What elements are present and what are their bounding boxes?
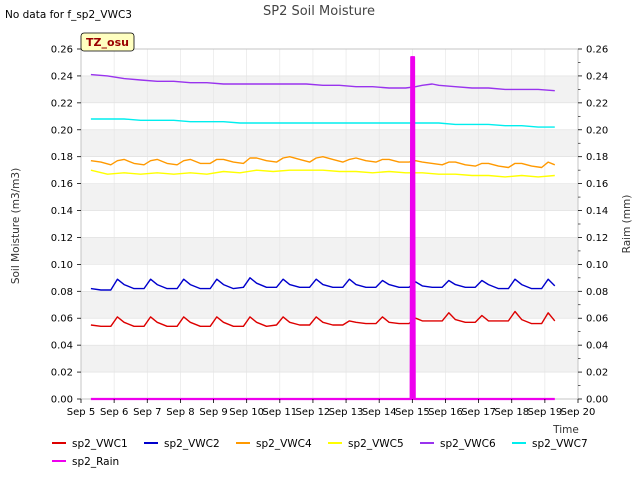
- y2-tick-label: 0.22: [586, 98, 608, 109]
- no-data-note: No data for f_sp2_VWC3: [5, 9, 132, 21]
- x-tick-label: Sep 13: [329, 407, 364, 418]
- x-tick-label: Sep 18: [494, 407, 529, 418]
- x-tick-label: Sep 7: [133, 407, 161, 418]
- x-tick-label: Sep 19: [527, 407, 562, 418]
- y-tick-label: 0.18: [51, 152, 73, 163]
- y2-tick-label: 0.20: [586, 125, 608, 136]
- legend-label: sp2_VWC6: [440, 438, 496, 450]
- plot-band: [81, 345, 578, 373]
- y2-tick-label: 0.24: [586, 71, 608, 82]
- legend-label: sp2_VWC2: [164, 438, 220, 450]
- x-tick-label: Sep 15: [395, 407, 430, 418]
- x-tick-label: Sep 12: [296, 407, 331, 418]
- y-tick-label: 0.16: [51, 179, 73, 190]
- x-tick-label: Sep 6: [100, 407, 128, 418]
- series-line-sp2-rain: [90, 55, 555, 401]
- y-tick-label: 0.20: [51, 125, 73, 136]
- y2-tick-label: 0.02: [586, 368, 608, 379]
- y2-tick-label: 0.26: [586, 45, 608, 56]
- plot-band: [81, 237, 578, 265]
- site-badge-label: TZ_osu: [86, 36, 129, 49]
- plot-band: [81, 75, 578, 103]
- x-tick-label: Sep 8: [166, 407, 194, 418]
- y-tick-label: 0.14: [51, 206, 73, 217]
- y2-tick-label: 0.14: [586, 206, 608, 217]
- x-tick-label: Sep 10: [229, 407, 264, 418]
- y-tick-label: 0.08: [51, 287, 73, 298]
- x-tick-label: Sep 9: [199, 407, 227, 418]
- y-tick-label: 0.10: [51, 260, 73, 271]
- series-line-sp2-vwc2: [90, 277, 556, 291]
- x-tick-label: Sep 16: [428, 407, 463, 418]
- y-tick-label: 0.00: [51, 395, 73, 406]
- y-tick-label: 0.26: [51, 45, 73, 56]
- series-lines: [90, 55, 556, 401]
- y-tick-label: 0.24: [51, 71, 73, 82]
- plot-band: [81, 129, 578, 157]
- legend-label: sp2_VWC4: [256, 438, 312, 450]
- series-line-sp2-vwc1: [90, 310, 556, 327]
- legend: sp2_VWC1 sp2_VWC2 sp2_VWC4 sp2_VWC5 sp2_VWC6…: [52, 438, 588, 468]
- legend-label: sp2_VWC5: [348, 438, 404, 450]
- site-badge-box: [80, 32, 135, 52]
- y2-tick-label: 0.16: [586, 179, 608, 190]
- x-tick-label: Sep 14: [362, 407, 397, 418]
- plot-band: [81, 183, 578, 211]
- legend-label: sp2_VWC1: [72, 438, 128, 450]
- y-tick-label: 0.22: [51, 98, 73, 109]
- y2-tick-label: 0.08: [586, 287, 608, 298]
- site-badge: TZ_osu: [80, 32, 135, 52]
- series-line-sp2-vwc5: [90, 169, 555, 178]
- y-tick-label: 0.12: [51, 233, 73, 244]
- y2-tick-label: 0.12: [586, 233, 608, 244]
- plot-band: [81, 291, 578, 319]
- y2-tick-label: 0.18: [586, 152, 608, 163]
- x-axis-label: Time: [552, 424, 579, 436]
- y2-tick-label: 0.04: [586, 341, 608, 352]
- x-tick-label: Sep 5: [67, 407, 95, 418]
- y-tick-label: 0.02: [51, 368, 73, 379]
- y-tick-label: 0.04: [51, 341, 73, 352]
- y2-tick-label: 0.10: [586, 260, 608, 271]
- chart-title: SP2 Soil Moisture: [263, 4, 375, 19]
- series-line-sp2-vwc6: [90, 73, 555, 92]
- legend-label: sp2_Rain: [72, 456, 119, 468]
- plot-bands: [81, 75, 578, 373]
- legend-label: sp2_VWC7: [532, 438, 588, 450]
- y-tick-label: 0.06: [51, 314, 73, 325]
- series-line-sp2-vwc4: [90, 155, 556, 169]
- y2-tick-label: 0.06: [586, 314, 608, 325]
- y-axis-label: Soil Moisture (m3/m3): [10, 168, 22, 284]
- series-line-sp2-vwc7: [90, 118, 555, 128]
- y2-axis-label: Raim (mm): [621, 195, 633, 254]
- x-tick-label: Sep 20: [561, 407, 596, 418]
- y2-tick-label: 0.00: [586, 395, 608, 406]
- x-tick-label: Sep 11: [262, 407, 297, 418]
- y-axis-right: 0.00 0.02 0.04 0.06 0.08 0.10 0.12 0.14 0.16 0.18…: [578, 45, 608, 406]
- y-axis-left: 0.00 0.02 0.04 0.06 0.08 0.10 0.12 0.14 0.16 0.18…: [51, 45, 81, 406]
- x-tick-label: Sep 17: [461, 407, 496, 418]
